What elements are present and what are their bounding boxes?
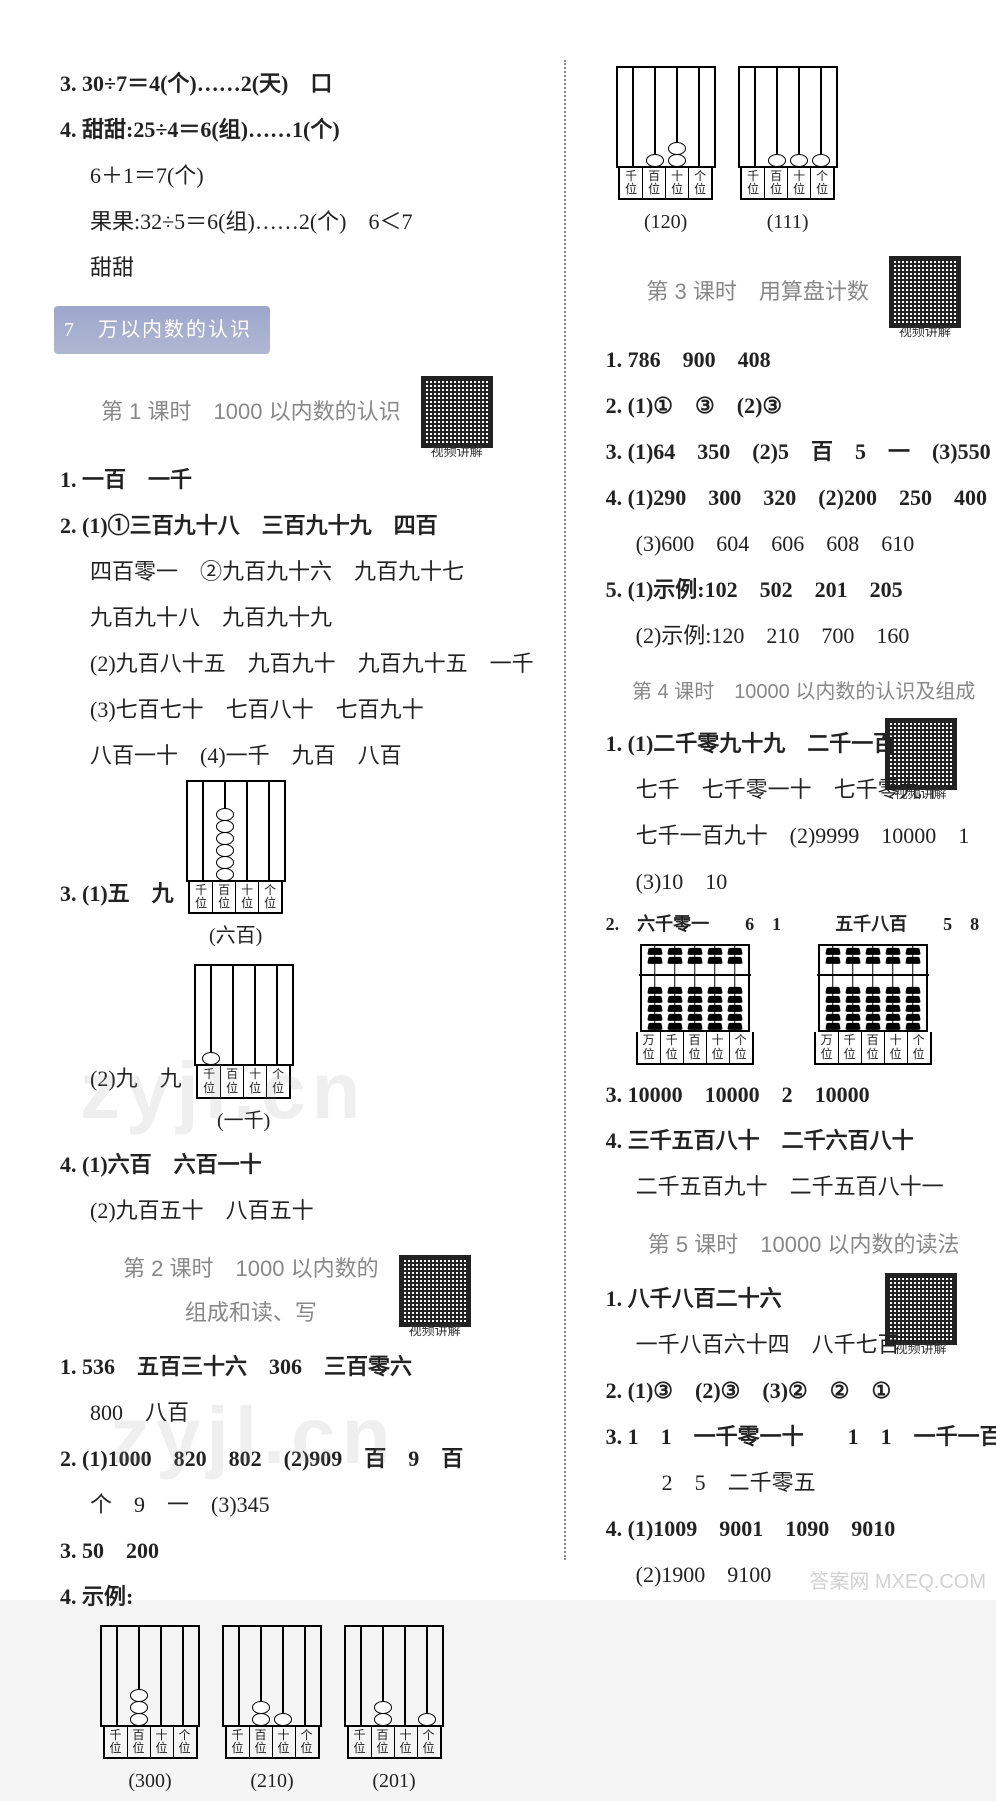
place-labels: 千位百位十位个位 (188, 882, 283, 914)
suanpan-6001 (640, 944, 750, 1032)
abacus-caption: (120) (644, 202, 687, 242)
text-line: 3. (1)五 九 (60, 872, 174, 916)
lesson-title-text: 第 1 课时 1000 以内数的认识 (101, 390, 401, 434)
suanpan-row: 万位千位百位十位个位 万位千位百位十位个位 (636, 944, 996, 1064)
place-labels: 万位千位百位十位个位 (636, 1032, 754, 1064)
qr-code-icon[interactable] (885, 718, 957, 790)
text-line: (2)九 九 (60, 1057, 182, 1101)
suanpan-figure: 万位千位百位十位个位 (636, 944, 754, 1064)
abacus-caption: (一千) (217, 1101, 270, 1141)
abacus-111 (738, 66, 838, 168)
abacus-inline-row: 3. (1)五 九 千位百位十位个位 (六百) (60, 780, 534, 956)
text-line: 1. 536 五百三十六 306 三百零六 (60, 1345, 534, 1389)
qr-code-icon[interactable] (885, 1273, 957, 1345)
abacus-figure: 千位百位十位个位 (210) (222, 1625, 322, 1801)
place-labels: 千位百位十位个位 (103, 1727, 198, 1759)
text-line: (3)600 604 606 608 610 (606, 522, 996, 566)
place-labels: 千位百位十位个位 (347, 1727, 442, 1759)
text-line: 2. (1)1000 820 802 (2)909 百 9 百 (60, 1437, 534, 1481)
abacus-row: 千位百位十位个位 (120) 千位百位十位个位 (111) (616, 66, 996, 242)
abacus-201 (344, 1625, 444, 1727)
text-line: 3. 1 1 一千零一十 1 1 一千一百 (606, 1415, 996, 1459)
text-line: (2)示例:120 210 700 160 (606, 614, 996, 658)
text-line: 2 5 二千零五 (606, 1461, 996, 1505)
lesson-4-title: 第 4 课时 10000 以内数的认识及组成 (606, 672, 996, 712)
text-line: 4. 示例: (60, 1575, 534, 1619)
text-line: 4. 三千五百八十 二千六百八十 (606, 1119, 996, 1163)
abacus-row: 千位百位十位个位 (300) 千位百位十位个位 (210) 千位百位十位个位 (… (100, 1625, 534, 1801)
text-line: 4. 甜甜:25÷4＝6(组)……1(个) (60, 108, 534, 152)
lesson-3-title: 第 3 课时 用算盘计数 (606, 256, 996, 328)
text-line: 四百零一 ②九百九十六 九百九十七 (60, 550, 534, 594)
text-line: 4. (1)六百 六百一十 (60, 1143, 534, 1187)
text-line: (2)九百八十五 九百九十 九百九十五 一千 (60, 642, 534, 686)
text-line: 2. (1)① ③ (2)③ (606, 384, 996, 428)
abacus-caption: (201) (372, 1761, 415, 1801)
text-line: 八百一十 (4)一千 九百 八百 (60, 734, 534, 778)
column-divider (564, 60, 566, 1560)
lesson-title-text: 第 3 课时 用算盘计数 (646, 270, 868, 314)
text-line: 6＋1＝7(个) (60, 154, 534, 198)
place-labels: 千位百位十位个位 (225, 1727, 320, 1759)
place-labels: 千位百位十位个位 (196, 1066, 291, 1098)
lesson-5-title: 第 5 课时 10000 以内数的读法 (606, 1223, 996, 1267)
abacus-120 (616, 66, 716, 168)
place-labels: 千位百位十位个位 (618, 168, 713, 200)
lesson-title-text: 第 5 课时 10000 以内数的读法 (648, 1223, 960, 1267)
two-column-layout: 3. 30÷7＝4(个)……2(天) 口 4. 甜甜:25÷4＝6(组)……1(… (60, 60, 956, 1560)
text-line: (3)七百七十 七百八十 七百九十 (60, 688, 534, 732)
abacus-inline-row: (2)九 九 千位百位十位个位 (一千) (60, 964, 534, 1140)
page: 3. 30÷7＝4(个)……2(天) 口 4. 甜甜:25÷4＝6(组)……1(… (0, 0, 996, 1600)
right-column: 千位百位十位个位 (120) 千位百位十位个位 (111) 第 3 课时 用算盘… (576, 60, 996, 1560)
place-labels: 千位百位十位个位 (740, 168, 835, 200)
text-line: 3. 10000 10000 2 10000 (606, 1073, 996, 1117)
unit-header: 7 万以内数的认识 (54, 306, 270, 354)
abacus-figure: 千位百位十位个位 (120) (616, 66, 716, 242)
abacus-figure: 千位百位十位个位 (111) (738, 66, 838, 242)
abacus-210 (222, 1625, 322, 1727)
lesson-title-text: 第 4 课时 10000 以内数的认识及组成 (632, 672, 975, 712)
abacus-figure: 千位百位十位个位 (300) (100, 1625, 200, 1801)
text-line: 七千一百九十 (2)9999 10000 1 (606, 814, 996, 858)
abacus-caption: (210) (250, 1761, 293, 1801)
lesson-title-text: 第 2 课时 1000 以内数的 组成和读、写 (123, 1247, 379, 1335)
text-line: 4. (1)290 300 320 (2)200 250 400 (606, 476, 996, 520)
lesson-1-title: 第 1 课时 1000 以内数的认识 (60, 376, 534, 448)
text-line: 2. (1)③ (2)③ (3)② ② ① (606, 1369, 996, 1413)
qr-code-icon[interactable] (889, 256, 961, 328)
lesson-2-title: 第 2 课时 1000 以内数的 组成和读、写 (60, 1247, 534, 1335)
text-line: (2)九百五十 八百五十 (60, 1189, 534, 1233)
text-line: 3. (1)64 350 (2)5 百 5 一 (3)550 (606, 430, 996, 474)
text-line: 3. 50 200 (60, 1529, 534, 1573)
abacus-600 (186, 780, 286, 882)
abacus-300 (100, 1625, 200, 1727)
qr-code-icon[interactable] (399, 1255, 471, 1327)
text-line: 4. (1)1009 9001 1090 9010 (606, 1507, 996, 1551)
left-column: 3. 30÷7＝4(个)……2(天) 口 4. 甜甜:25÷4＝6(组)……1(… (60, 60, 554, 1560)
text-line: 甜甜 (60, 246, 534, 290)
place-labels: 万位千位百位十位个位 (814, 1032, 932, 1064)
text-line: 九百九十八 九百九十九 (60, 596, 534, 640)
abacus-figure: 千位百位十位个位 (201) (344, 1625, 444, 1801)
text-line: 果果:32÷5＝6(组)……2(个) 6＜7 (60, 200, 534, 244)
abacus-1000 (194, 964, 294, 1066)
abacus-caption: (六百) (209, 916, 262, 956)
abacus-figure: 千位百位十位个位 (六百) (186, 780, 286, 956)
text-line: 800 八百 (60, 1391, 534, 1435)
corner-watermark: 答案网 MXEQ.COM (809, 1565, 986, 1594)
qr-code-icon[interactable] (421, 376, 493, 448)
text-line: 个 9 一 (3)345 (60, 1483, 534, 1527)
text-line: 二千五百九十 二千五百八十一 (606, 1165, 996, 1209)
abacus-caption: (300) (128, 1761, 171, 1801)
text-line: (3)10 10 (606, 860, 996, 904)
text-line: 3. 30÷7＝4(个)……2(天) 口 (60, 62, 534, 106)
abacus-figure: 千位百位十位个位 (一千) (194, 964, 294, 1140)
text-line: 2. (1)①三百九十八 三百九十九 四百 (60, 504, 534, 548)
abacus-caption: (111) (767, 202, 809, 242)
suanpan-figure: 万位千位百位十位个位 (814, 944, 932, 1064)
suanpan-5800 (818, 944, 928, 1032)
text-line: 2. 六千零一 6 1 五千八百 5 8 (606, 906, 996, 942)
text-line: 5. (1)示例:102 502 201 205 (606, 568, 996, 612)
